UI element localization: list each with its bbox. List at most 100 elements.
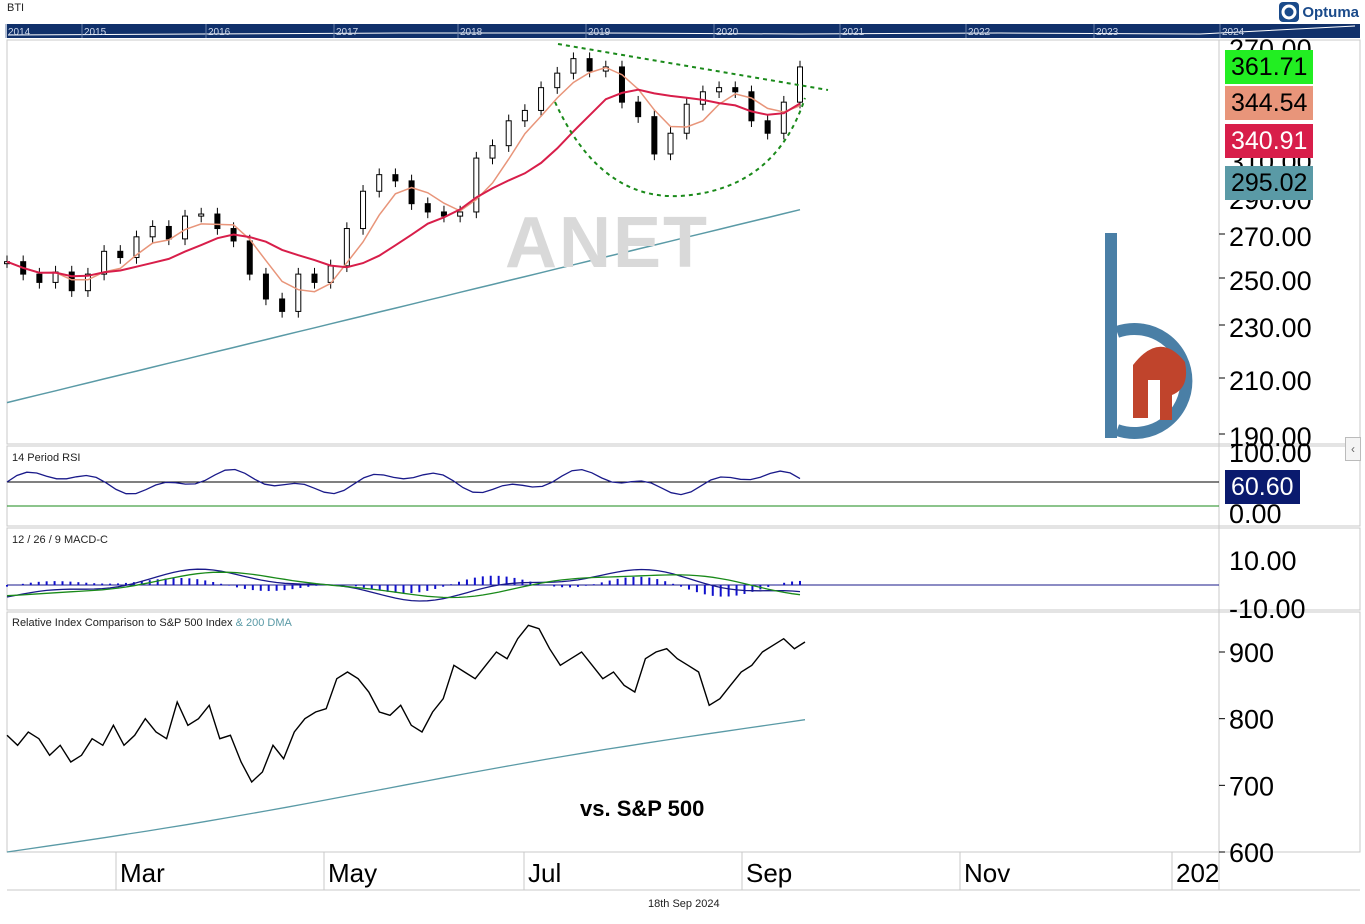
- rsi-axis-label: 0.00: [1229, 499, 1282, 529]
- rsi-title: 14 Period RSI: [12, 452, 81, 464]
- candle-body: [570, 58, 577, 74]
- relative-axis-label: 600: [1229, 838, 1274, 868]
- candle-body: [667, 132, 674, 155]
- optuma-icon: [1279, 2, 1300, 22]
- candle-body: [36, 273, 43, 283]
- bespoke-logo-icon: [1105, 233, 1193, 439]
- logo-mark: [1133, 346, 1187, 420]
- benchmark-annotation: vs. S&P 500: [580, 796, 705, 821]
- candle-body: [440, 211, 447, 217]
- candle-body: [635, 101, 642, 118]
- long-ma-line: [6, 208, 801, 404]
- macd-axis-label: -10.00: [1229, 594, 1306, 624]
- candle-body: [214, 213, 221, 230]
- candle-body: [133, 236, 140, 259]
- candle-body: [101, 250, 108, 275]
- x-label-Mar: Mar: [120, 858, 165, 888]
- macd-panel-frame: [6, 527, 1361, 611]
- candle-body: [586, 58, 593, 72]
- mid-ma-line: [6, 88, 801, 278]
- overview-year-2023: 2023: [1096, 27, 1119, 38]
- overview-year-2022: 2022: [968, 27, 991, 38]
- candle-body: [716, 87, 723, 93]
- price-axis-label: 230.00: [1229, 313, 1312, 343]
- rsi-axis-label: 100.00: [1229, 438, 1312, 468]
- candle-body: [198, 213, 205, 217]
- logo-bowl: [1115, 323, 1193, 439]
- candle-body: [84, 273, 91, 292]
- rsi-panel-frame: [6, 445, 1361, 527]
- candle-body: [489, 145, 496, 159]
- candle-body: [311, 273, 318, 283]
- candle-body: [554, 72, 561, 89]
- last-close-tag: 361.71: [1225, 50, 1314, 84]
- candle-body: [117, 250, 124, 259]
- candle-body: [732, 87, 739, 93]
- candle-body: [149, 225, 156, 238]
- rsi-line: [6, 468, 801, 496]
- collapse-panel-handle[interactable]: ‹: [1345, 437, 1361, 461]
- x-label-Jul: Jul: [528, 858, 561, 888]
- candle-body: [392, 174, 399, 182]
- logo-stem: [1105, 233, 1117, 438]
- brand-logo: Optuma: [1279, 2, 1359, 22]
- overview-year-2019: 2019: [588, 27, 611, 38]
- candle-body: [505, 120, 512, 147]
- price-panel-frame: [6, 39, 1361, 445]
- cup-pattern-curve: [554, 97, 806, 198]
- relative-axis-label: 900: [1229, 638, 1274, 668]
- candle-body: [327, 265, 334, 283]
- candle-body: [618, 66, 625, 103]
- candle-body: [748, 91, 755, 122]
- resistance-trendline: [557, 43, 829, 91]
- rsi-value-tag: 60.60: [1225, 470, 1300, 504]
- x-label-Nov: Nov: [964, 858, 1010, 888]
- candle-body: [68, 271, 75, 292]
- relative-panel-frame: [6, 611, 1361, 853]
- candle-body: [473, 157, 480, 213]
- relative-dma-line: [6, 719, 806, 853]
- macd-title: 12 / 26 / 9 MACD-C: [12, 534, 108, 546]
- candle-body: [699, 91, 706, 105]
- overview-year-2014: 2014: [8, 27, 31, 38]
- overview-year-2020: 2020: [716, 27, 739, 38]
- candle-body: [279, 298, 286, 312]
- x-label-202: 202: [1176, 858, 1219, 888]
- overview-price-line: [7, 25, 1356, 36]
- candle-body: [246, 240, 253, 275]
- signal-line: [6, 571, 801, 599]
- macd-line: [6, 568, 801, 602]
- price-axis-label: 250.00: [1229, 266, 1312, 296]
- candle-body: [165, 225, 172, 240]
- candle-body: [343, 228, 350, 267]
- short-ma-tag: 344.54: [1225, 86, 1314, 120]
- symbol-watermark: ANET: [505, 203, 709, 283]
- candle-body: [683, 103, 690, 134]
- overview-bar: [7, 24, 1360, 38]
- candle-body: [780, 101, 787, 134]
- relative-title: Relative Index Comparison to S&P 500 Ind…: [12, 617, 292, 629]
- price-axis-label: 270.00: [1229, 222, 1312, 252]
- price-axis-label: 190.00: [1229, 422, 1312, 452]
- overview-year-2021: 2021: [842, 27, 865, 38]
- relative-axis-label: 700: [1229, 771, 1274, 801]
- overview-year-2024: 2024: [1222, 27, 1245, 38]
- price-axis-label: 210.00: [1229, 366, 1312, 396]
- x-label-Sep: Sep: [746, 858, 792, 888]
- candle-body: [521, 109, 528, 122]
- footer-date: 18th Sep 2024: [648, 898, 720, 910]
- candle-body: [408, 180, 415, 205]
- relative-axis-label: 800: [1229, 705, 1274, 735]
- candle-body: [360, 190, 367, 230]
- candle-body: [651, 116, 658, 155]
- candle-body: [424, 203, 431, 213]
- overview-year-2017: 2017: [336, 27, 359, 38]
- candle-body: [764, 120, 771, 134]
- candle-body: [538, 87, 545, 111]
- candle-body: [262, 273, 269, 300]
- overview-year-2015: 2015: [84, 27, 107, 38]
- overview-year-2018: 2018: [460, 27, 483, 38]
- x-label-May: May: [328, 858, 377, 888]
- overview-year-2016: 2016: [208, 27, 231, 38]
